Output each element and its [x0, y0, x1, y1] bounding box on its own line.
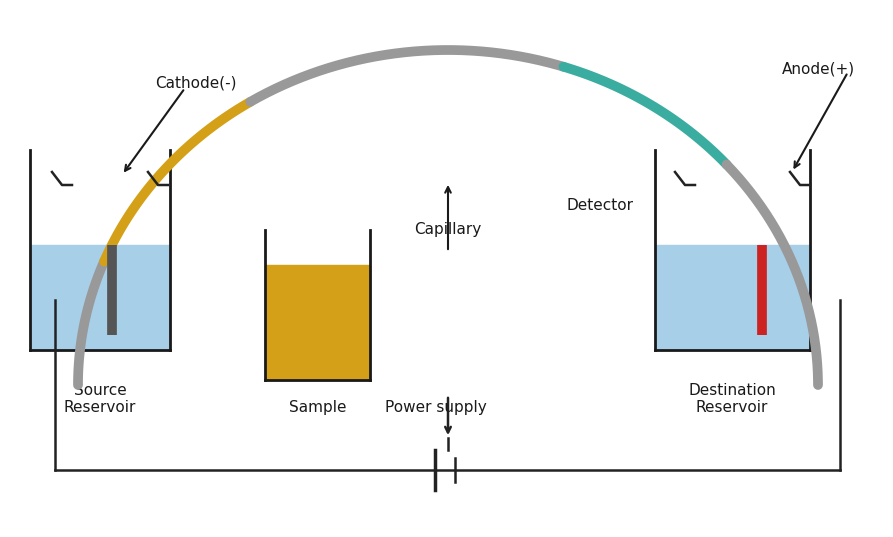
Bar — [655, 245, 810, 350]
Text: Detector: Detector — [567, 198, 634, 213]
Bar — [265, 265, 370, 380]
Bar — [30, 245, 170, 350]
Text: Sample: Sample — [289, 400, 346, 415]
Text: Source
Reservoir: Source Reservoir — [63, 383, 137, 416]
Text: Power supply: Power supply — [385, 400, 487, 415]
Text: Cathode(-): Cathode(-) — [155, 75, 237, 90]
Text: Anode(+): Anode(+) — [782, 62, 855, 77]
Text: Capillary: Capillary — [414, 222, 481, 237]
Text: Destination
Reservoir: Destination Reservoir — [689, 383, 776, 416]
